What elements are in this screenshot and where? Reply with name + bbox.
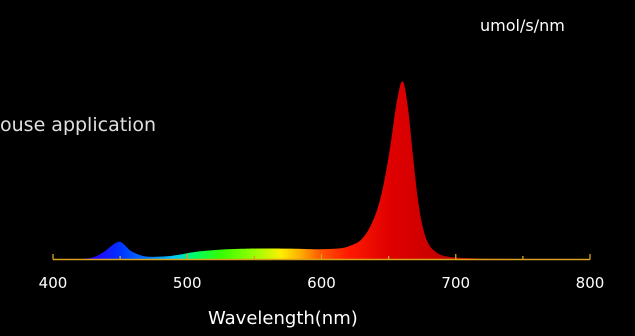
spectrum-area bbox=[53, 81, 590, 260]
chart-caption: ouse application bbox=[0, 114, 157, 136]
x-axis-title: Wavelength(nm) bbox=[208, 308, 358, 329]
x-tick-label: 500 bbox=[172, 274, 202, 292]
y-unit-label: umol/s/nm bbox=[480, 16, 565, 35]
x-tick-label: 600 bbox=[307, 274, 336, 292]
x-tick-label: 400 bbox=[38, 274, 68, 292]
x-tick-label: 700 bbox=[441, 274, 471, 292]
x-tick-label: 800 bbox=[575, 274, 605, 292]
